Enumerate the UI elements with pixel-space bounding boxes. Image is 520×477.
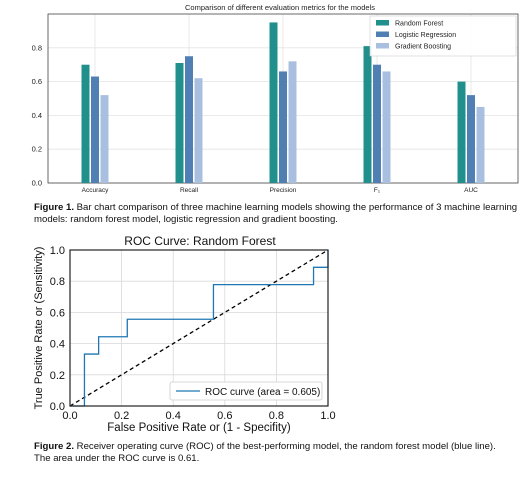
roc-chart-title: ROC Curve: Random Forest <box>124 234 276 248</box>
legend-box <box>369 15 517 57</box>
bar <box>91 76 99 183</box>
roc-legend-label: ROC curve (area = 0.605) <box>205 387 320 398</box>
roc-y-tick: 0.8 <box>50 276 65 288</box>
roc-legend: ROC curve (area = 0.605) <box>169 381 323 401</box>
figure-2-caption: Figure 2. Receiver operating curve (ROC)… <box>34 441 504 465</box>
figure-1-caption: Figure 1. Bar chart comparison of three … <box>34 202 518 226</box>
bar <box>457 81 466 183</box>
figure-2-label: Figure 2. <box>34 441 74 452</box>
roc-diagonal-reference-line <box>69 249 329 407</box>
roc-x-axis-label: False Positive Rate or (1 - Specifity) <box>107 422 291 434</box>
bar <box>467 95 475 183</box>
bar <box>279 71 287 183</box>
roc-y-tick: 0.2 <box>50 370 65 382</box>
legend-label: Random Forest <box>395 21 443 28</box>
legend-swatch <box>376 43 389 49</box>
bar-chart-y-tick: 0.8 <box>32 43 42 52</box>
bar <box>175 63 184 184</box>
roc-x-tick: 0.2 <box>114 410 129 422</box>
bar <box>363 46 372 183</box>
legend-label: Logistic Regression <box>395 32 456 39</box>
roc-y-tick: 0.0 <box>50 401 65 413</box>
figure-1-label: Figure 1. <box>34 202 74 213</box>
bar-chart-y-tick: 0.6 <box>32 77 42 86</box>
roc-x-tick: 1.0 <box>320 410 335 422</box>
bar-chart-x-tick: Precision <box>270 187 297 194</box>
roc-x-tick: 0.0 <box>62 410 77 422</box>
bar <box>100 95 109 183</box>
legend-swatch <box>376 31 389 37</box>
bar <box>382 71 391 183</box>
bar <box>288 61 297 183</box>
bar-chart-y-tick: 0.4 <box>32 111 42 120</box>
bar <box>194 78 203 183</box>
bar-chart-x-tick: F₁ <box>374 187 381 194</box>
roc-y-tick: 1.0 <box>50 245 65 257</box>
roc-curve-line <box>70 250 329 407</box>
bar-chart-legend: Random Forest Logistic Regression Gradient… <box>369 15 517 57</box>
roc-y-tick: 0.6 <box>50 307 65 319</box>
bar-chart-title: Comparison of different evaluation metri… <box>185 3 375 12</box>
bar-chart-x-tick: AUC <box>464 187 478 194</box>
bar <box>185 56 193 183</box>
figure-1-text: Bar chart comparison of three machine le… <box>34 202 518 225</box>
bar-chart: Comparison of different evaluation metri… <box>32 3 519 194</box>
roc-chart: ROC Curve: Random Forest 0.0 0.2 0.4 0.6 0.8… <box>33 234 336 434</box>
bar <box>269 22 278 184</box>
roc-y-tick: 0.4 <box>50 339 65 351</box>
roc-legend-box <box>169 381 323 401</box>
roc-y-axis-label: True Positive Rate or (Sensitivity) <box>33 247 45 410</box>
bar <box>476 106 485 183</box>
bar <box>81 64 90 183</box>
roc-x-tick: 0.8 <box>269 410 284 422</box>
roc-x-tick: 0.4 <box>166 410 181 422</box>
bar <box>373 64 381 183</box>
roc-x-tick: 0.6 <box>217 410 232 422</box>
figure-2-text: Receiver operating curve (ROC) of the be… <box>34 441 496 464</box>
bar-chart-y-tick: 0.2 <box>32 145 42 154</box>
bar-chart-x-tick: Accuracy <box>82 187 109 194</box>
legend-label: Gradient Boosting <box>395 44 451 51</box>
bar-chart-y-tick: 0.0 <box>32 179 42 188</box>
roc-plot-area <box>69 249 329 407</box>
bar-chart-x-tick: Recall <box>180 187 199 194</box>
legend-swatch <box>376 20 389 26</box>
